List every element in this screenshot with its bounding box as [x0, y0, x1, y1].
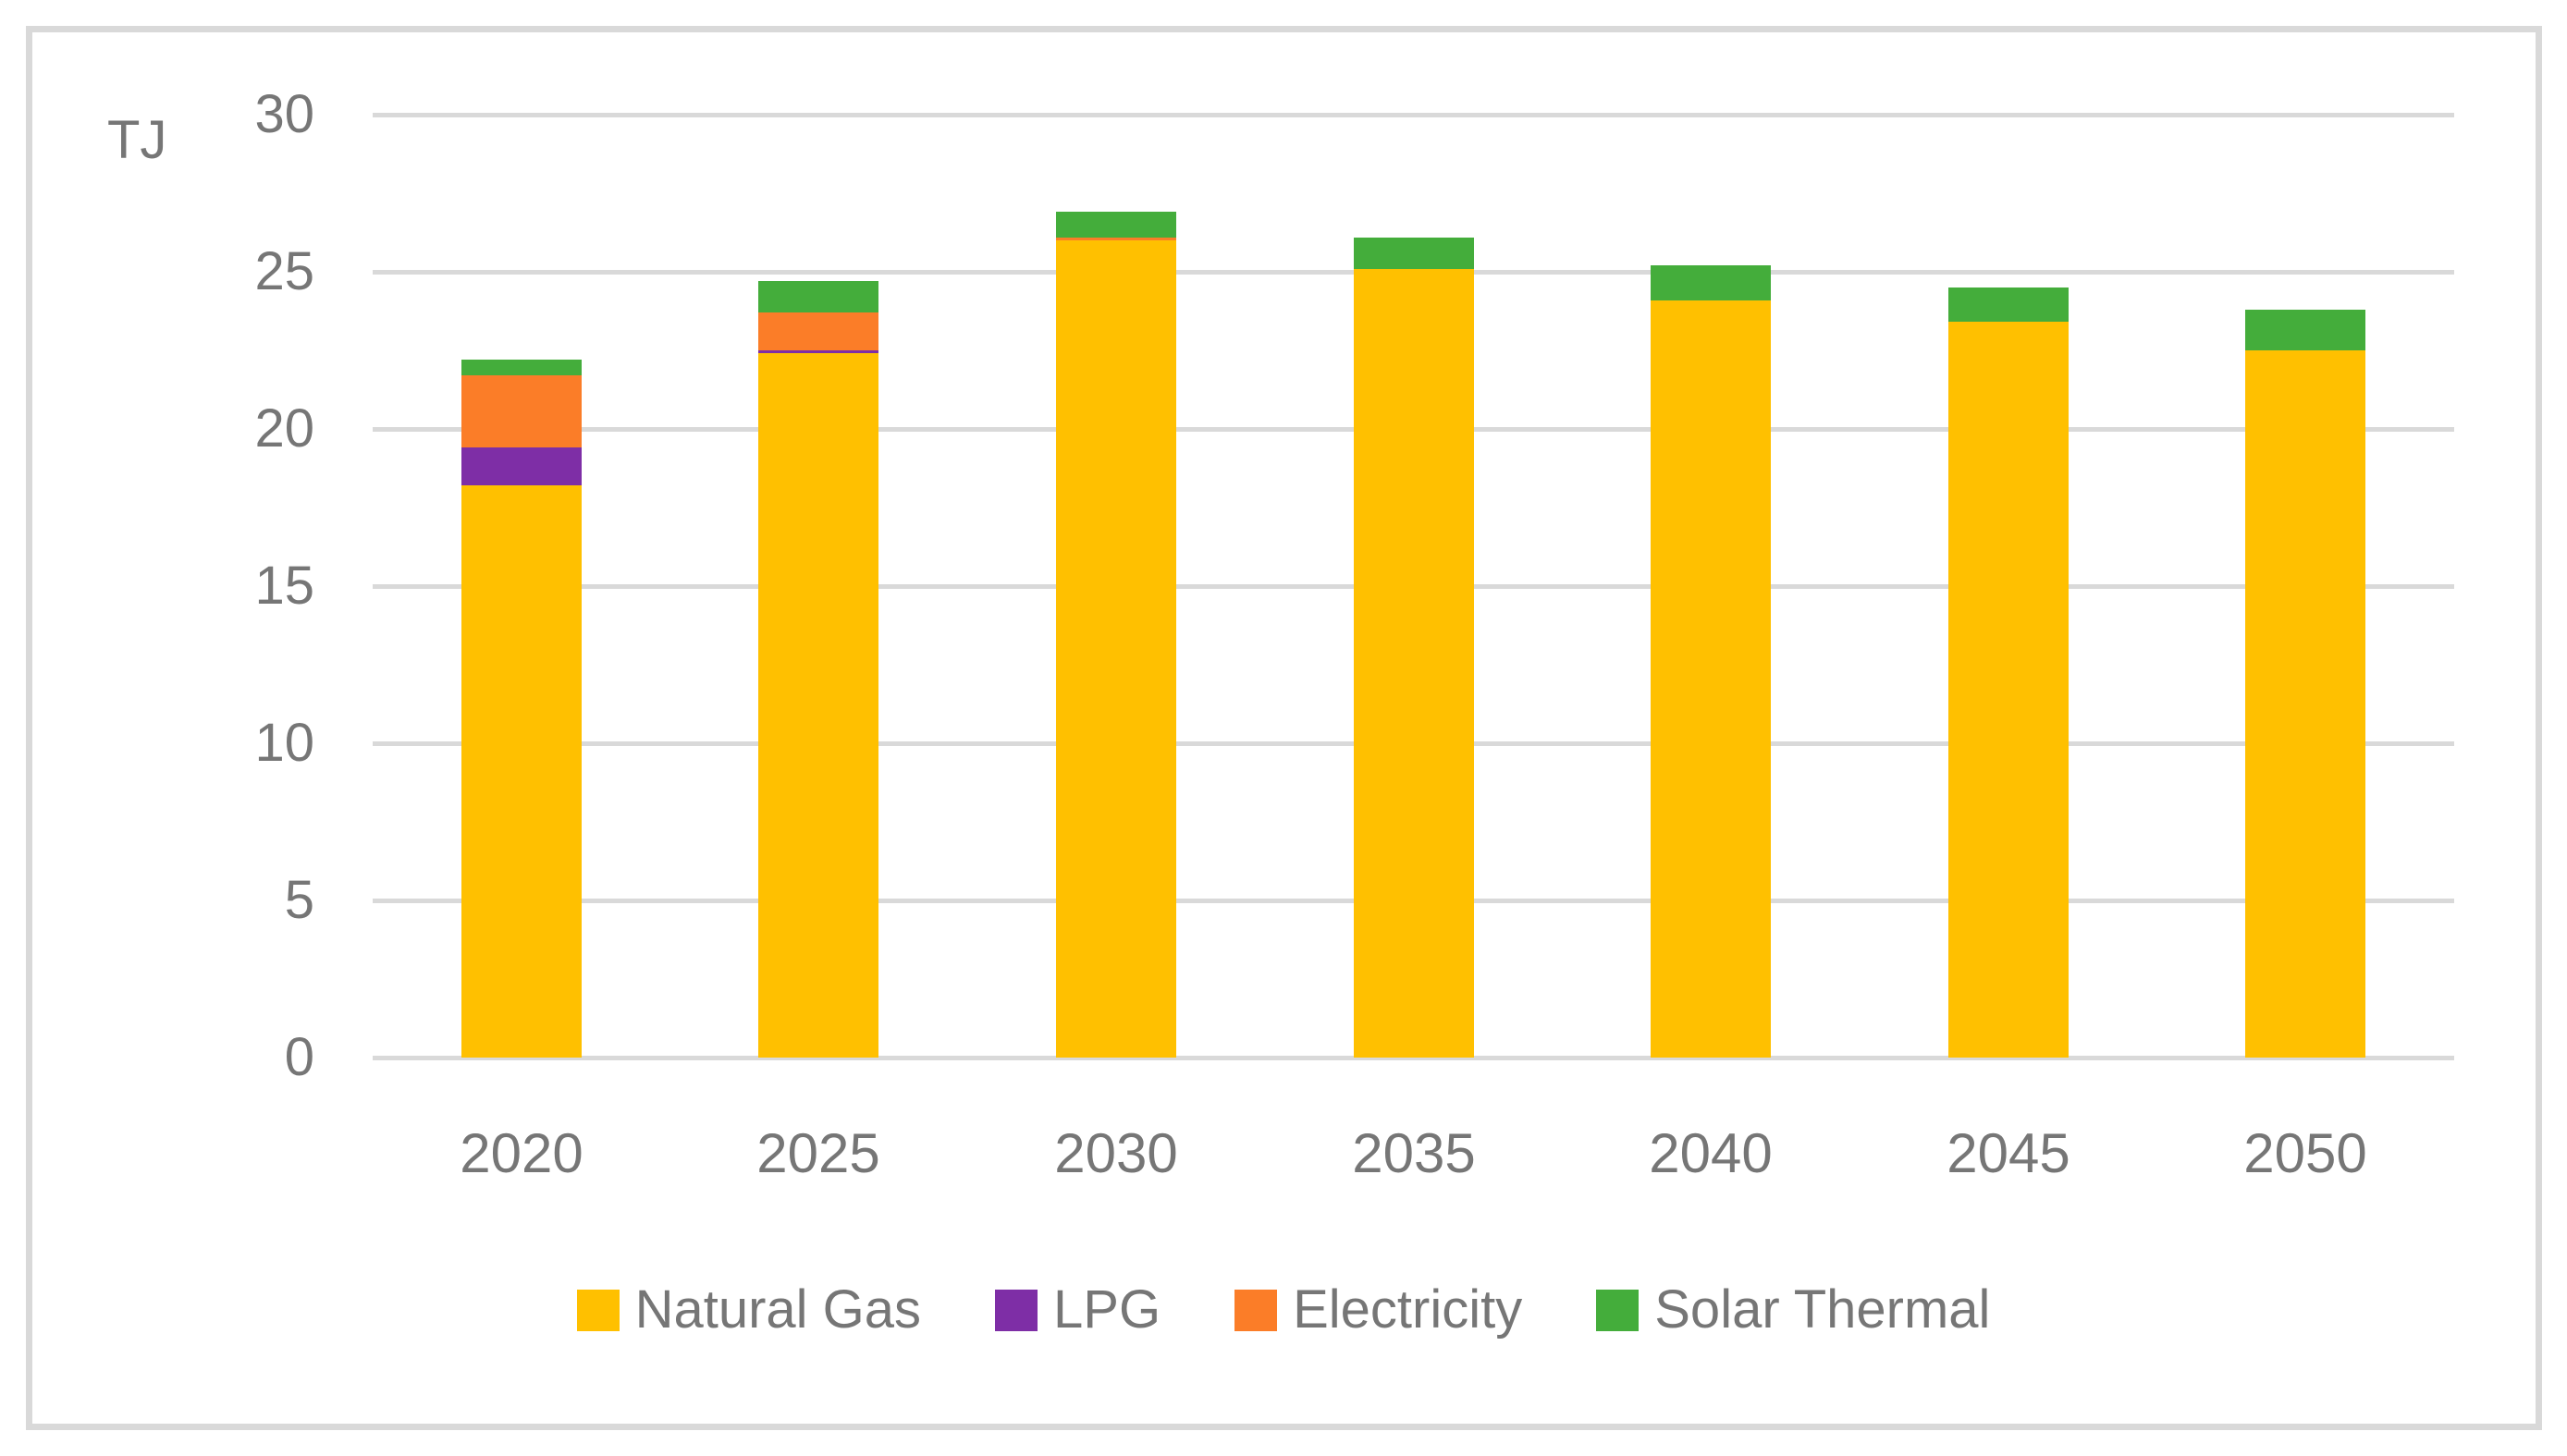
- bar-2025-segment-electricity: [758, 312, 878, 350]
- y-tick-label-30: 30: [254, 84, 314, 144]
- chart-frame: [26, 26, 2542, 1430]
- legend-item-electricity: Electricity: [1234, 1279, 1522, 1340]
- y-tick-label-0: 0: [284, 1027, 314, 1087]
- y-tick-label-20: 20: [254, 398, 314, 459]
- x-tick-label-2035: 2035: [1352, 1122, 1476, 1184]
- bar-2040-segment-natural-gas: [1651, 300, 1771, 1058]
- x-tick-label-2020: 2020: [460, 1122, 583, 1184]
- legend-item-lpg: LPG: [995, 1279, 1161, 1340]
- gridline-0: [373, 1056, 2454, 1060]
- bar-2040-segment-solar-thermal: [1651, 265, 1771, 300]
- x-tick-label-2045: 2045: [1947, 1122, 2070, 1184]
- y-tick-label-15: 15: [254, 556, 314, 616]
- legend-item-solar-thermal: Solar Thermal: [1596, 1279, 1990, 1340]
- y-tick-label-5: 5: [284, 870, 314, 930]
- bar-2030-segment-solar-thermal: [1056, 212, 1176, 238]
- x-tick-label-2040: 2040: [1649, 1122, 1773, 1184]
- bar-2045-segment-natural-gas: [1948, 322, 2069, 1058]
- bar-2050-segment-solar-thermal: [2245, 310, 2365, 350]
- gridline-30: [373, 113, 2454, 117]
- legend-swatch-solar-thermal: [1596, 1289, 1640, 1331]
- legend-swatch-natural-gas: [576, 1289, 620, 1331]
- y-tick-label-10: 10: [254, 713, 314, 773]
- bar-2030-segment-electricity: [1056, 238, 1176, 240]
- legend-label-solar-thermal: Solar Thermal: [1654, 1279, 1991, 1340]
- legend: Natural Gas LPG Electricity Solar Thermal: [0, 1279, 2567, 1340]
- bar-2020-segment-lpg: [461, 447, 582, 485]
- bar-2020-segment-solar-thermal: [461, 360, 582, 375]
- bar-2025-segment-solar-thermal: [758, 281, 878, 312]
- bar-2025-segment-lpg: [758, 350, 878, 353]
- y-axis-unit-label: TJ: [107, 110, 167, 170]
- y-tick-label-25: 25: [254, 241, 314, 301]
- bar-2050-segment-natural-gas: [2245, 350, 2365, 1058]
- bar-2030-segment-natural-gas: [1056, 240, 1176, 1058]
- bar-2020-segment-natural-gas: [461, 485, 582, 1058]
- legend-label-electricity: Electricity: [1293, 1279, 1523, 1340]
- legend-swatch-lpg: [995, 1289, 1038, 1331]
- legend-label-lpg: LPG: [1053, 1279, 1161, 1340]
- bar-2025-segment-natural-gas: [758, 353, 878, 1058]
- bar-2020-segment-electricity: [461, 375, 582, 447]
- bar-2035-segment-natural-gas: [1354, 269, 1474, 1058]
- bar-2045-segment-solar-thermal: [1948, 288, 2069, 322]
- legend-swatch-electricity: [1234, 1289, 1278, 1331]
- x-tick-label-2050: 2050: [2243, 1122, 2367, 1184]
- legend-label-natural-gas: Natural Gas: [634, 1279, 922, 1340]
- x-tick-label-2030: 2030: [1054, 1122, 1178, 1184]
- legend-item-natural-gas: Natural Gas: [576, 1279, 922, 1340]
- x-tick-label-2025: 2025: [756, 1122, 880, 1184]
- bar-2035-segment-solar-thermal: [1354, 238, 1474, 269]
